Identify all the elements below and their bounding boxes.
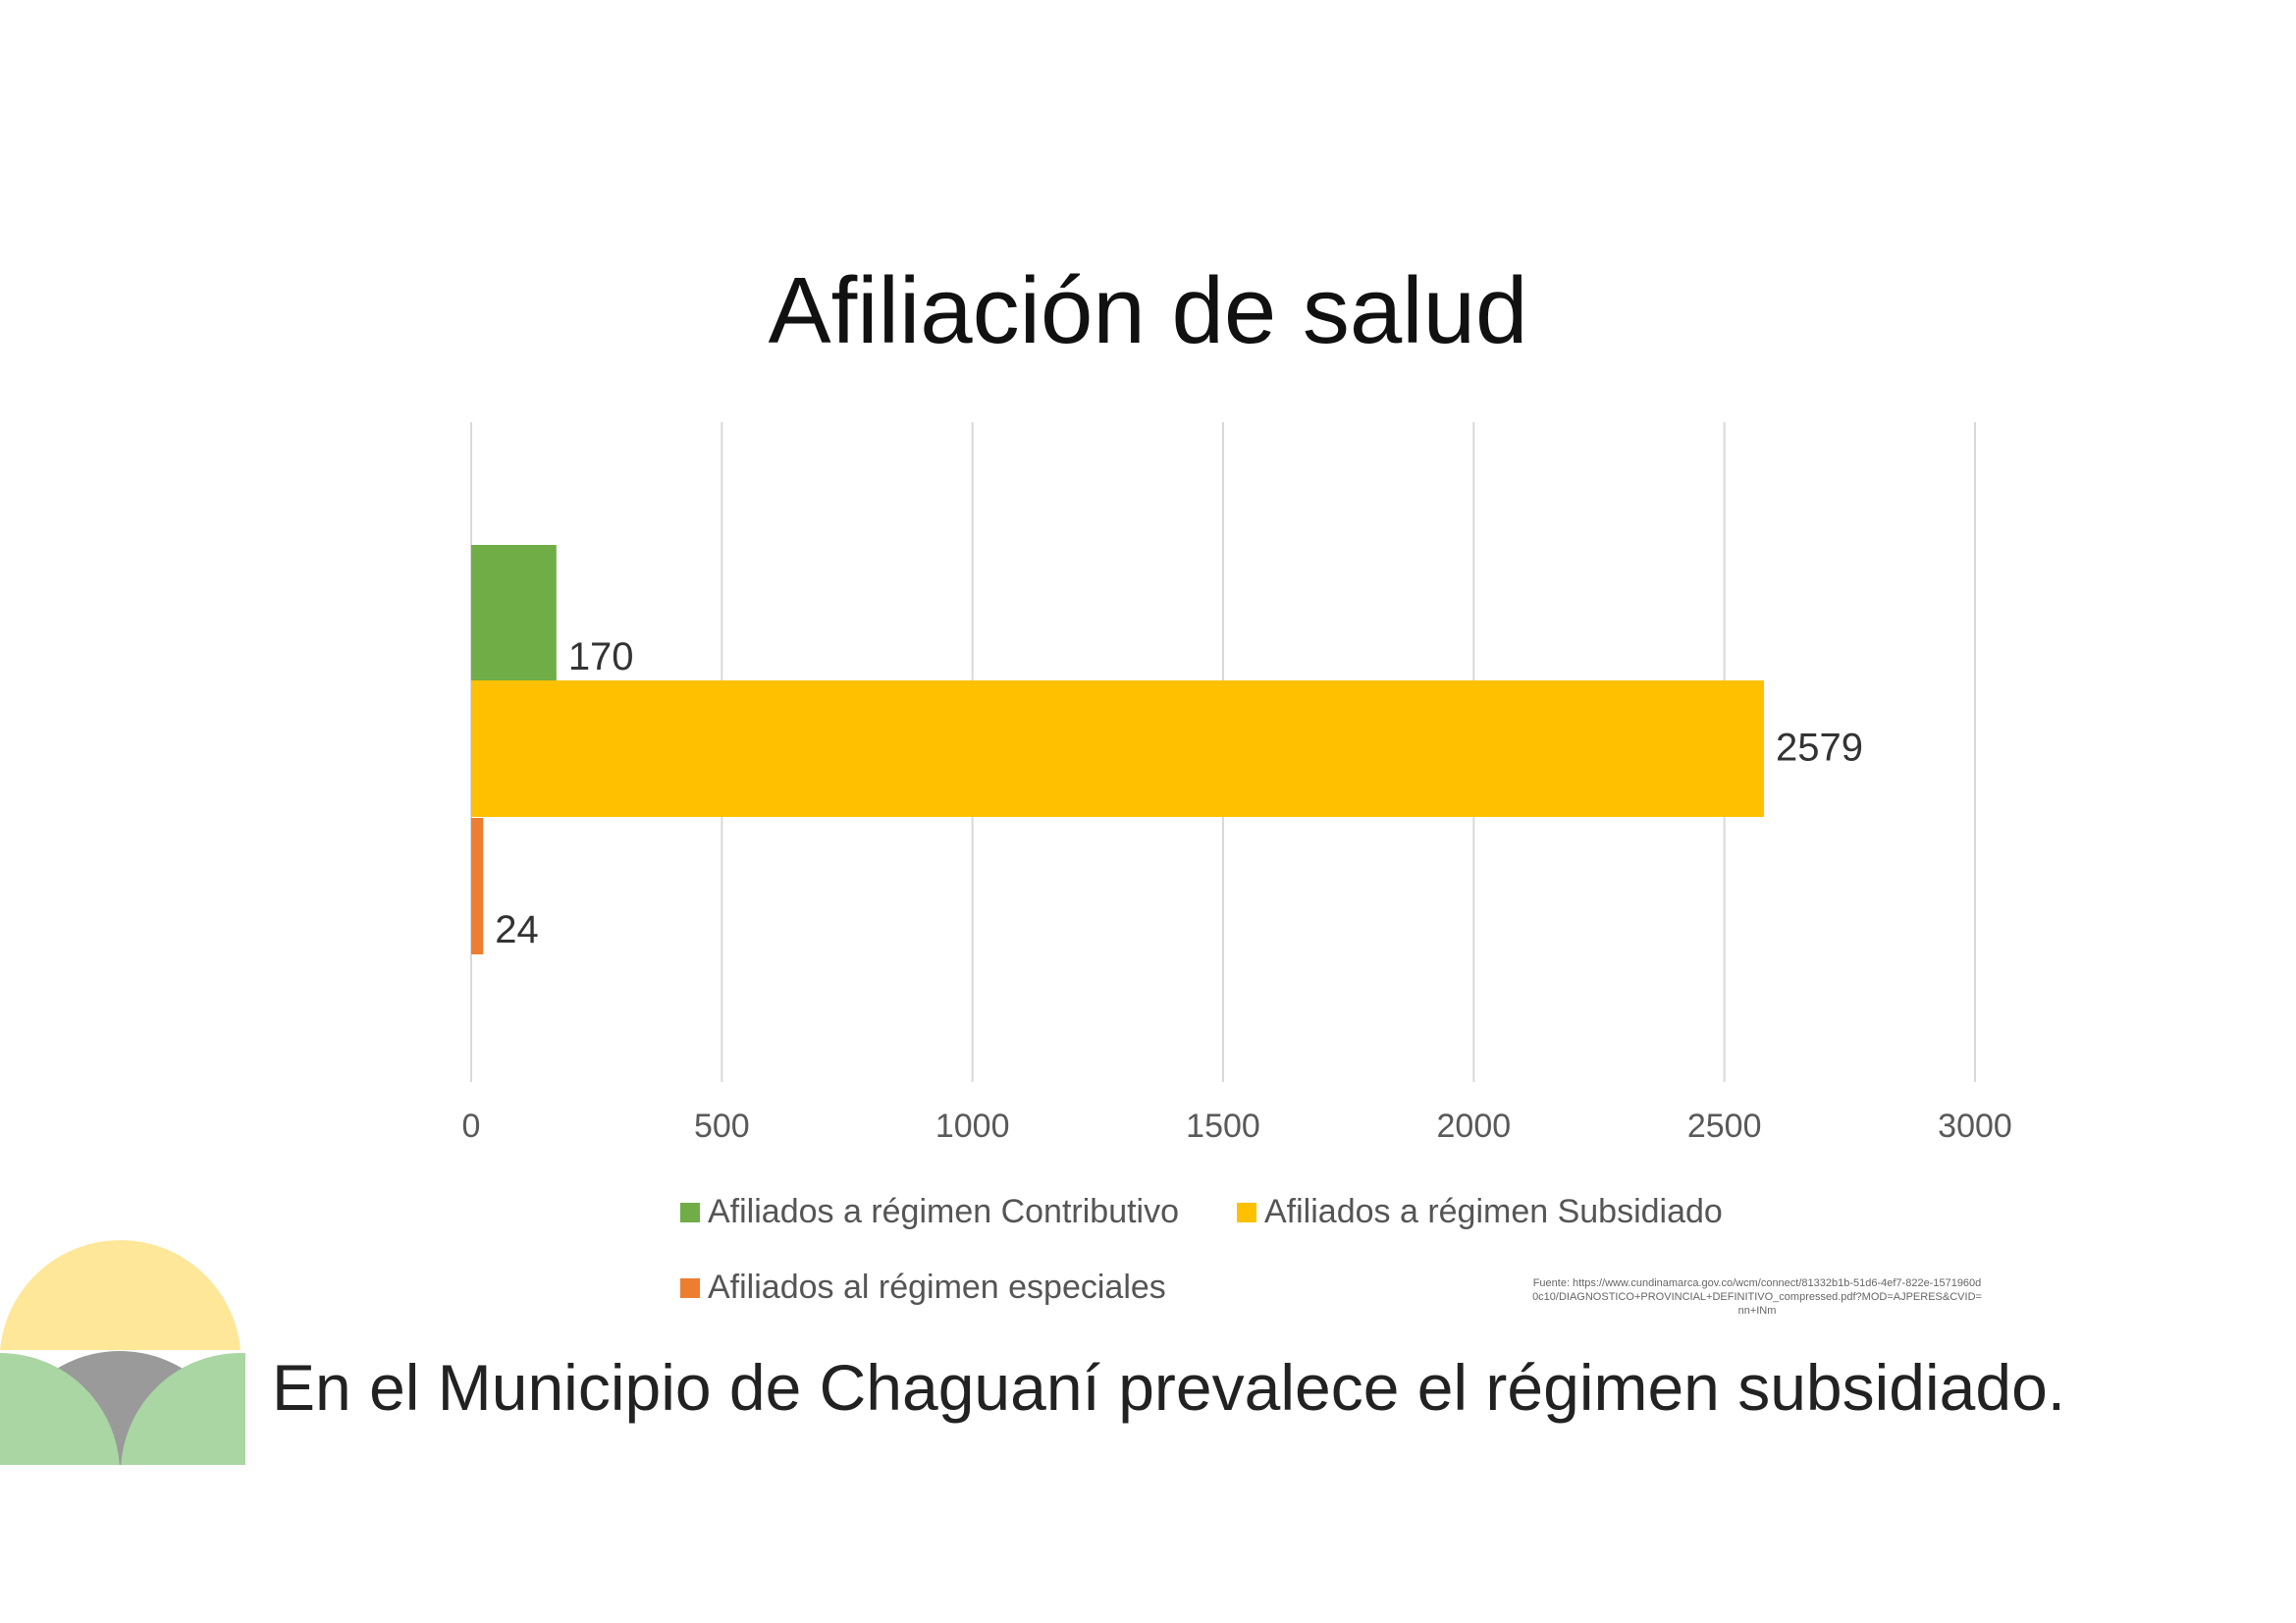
x-tick-label: 0: [462, 1108, 481, 1145]
chart-title: Afiliación de salud: [768, 258, 1528, 363]
legend-swatch: [680, 1202, 700, 1222]
caption: En el Municipio de Chaguaní prevalece el…: [272, 1351, 2066, 1424]
x-tick-label: 3000: [1938, 1108, 2012, 1145]
bar: [471, 680, 1765, 817]
legend-label: Afiliados a régimen Contributivo: [708, 1193, 1180, 1230]
x-tick-label: 2500: [1687, 1108, 1762, 1145]
x-tick-label: 500: [694, 1108, 750, 1145]
x-tick-label: 2000: [1437, 1108, 1512, 1145]
legend-item-subsidiado: Afiliados a régimen Subsidiado: [1237, 1193, 1723, 1231]
x-tick-label: 1000: [935, 1108, 1010, 1145]
legend-item-especiales: Afiliados al régimen especiales: [680, 1269, 1166, 1307]
data-label: 170: [568, 635, 634, 678]
data-label: 2579: [1776, 727, 1863, 770]
x-tick-label: 1500: [1186, 1108, 1260, 1145]
data-label: 24: [495, 908, 538, 951]
legend-swatch: [680, 1277, 700, 1298]
bar: [471, 818, 484, 954]
legend-swatch: [1237, 1202, 1256, 1222]
logo-icon: [0, 1240, 245, 1465]
source-note: Fuente: https://www.cundinamarca.gov.co/…: [1532, 1277, 1982, 1317]
bar: [471, 545, 557, 681]
legend-label: Afiliados al régimen especiales: [708, 1269, 1166, 1306]
bar-chart: 0 500 1000 1500 2000 2500 3000 170 2579 24: [462, 422, 2012, 1145]
legend-item-contributivo: Afiliados a régimen Contributivo: [680, 1193, 1179, 1231]
legend-label: Afiliados a régimen Subsidiado: [1264, 1193, 1723, 1230]
